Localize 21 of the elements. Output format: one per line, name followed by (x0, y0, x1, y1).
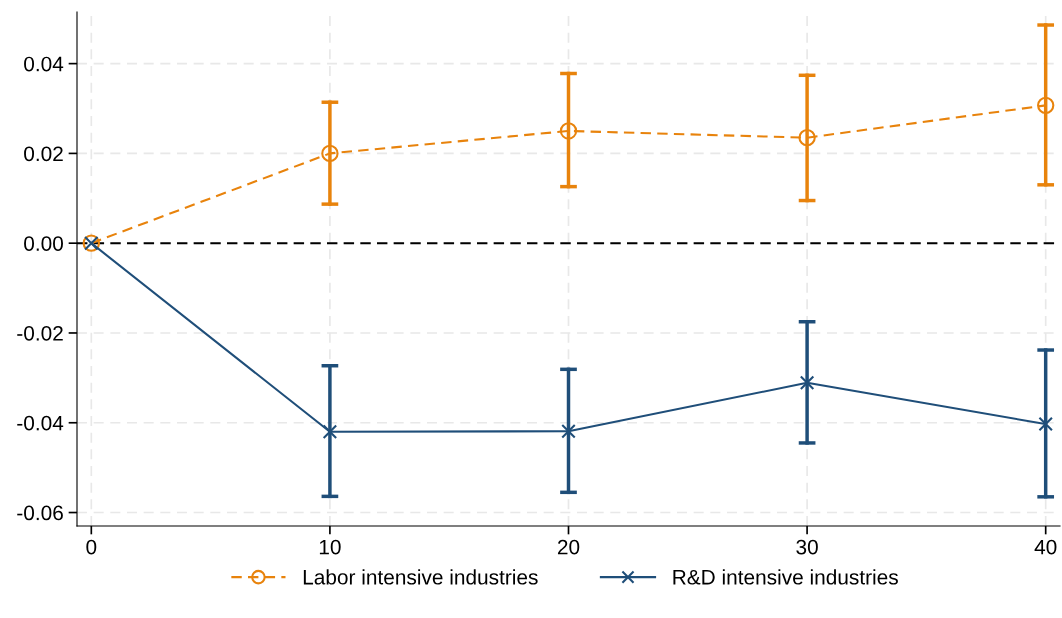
legend-label: R&D intensive industries (673, 569, 898, 585)
legend-label: Labor intensive industries (303, 569, 538, 585)
y-tick-label: -0.04 (17, 415, 64, 431)
x-tick-label: 10 (319, 539, 341, 555)
y-tick-label: 0.02 (24, 146, 63, 162)
point (321, 144, 339, 163)
y-tick-label: 0.04 (24, 56, 64, 72)
x-tick-label: 30 (796, 539, 818, 555)
y-tick-label: -0.06 (17, 505, 63, 521)
point (798, 129, 816, 147)
x-tick-label: 40 (1034, 539, 1057, 555)
y-tick-label: 0.00 (24, 236, 63, 251)
point (1038, 416, 1053, 432)
x-tick-label: 20 (557, 539, 580, 555)
point (1037, 96, 1055, 115)
x-tick-label: 0 (86, 539, 97, 555)
point (561, 423, 576, 439)
point (799, 375, 815, 391)
point (559, 122, 578, 140)
point (322, 424, 338, 440)
y-tick-label: -0.02 (17, 325, 63, 341)
